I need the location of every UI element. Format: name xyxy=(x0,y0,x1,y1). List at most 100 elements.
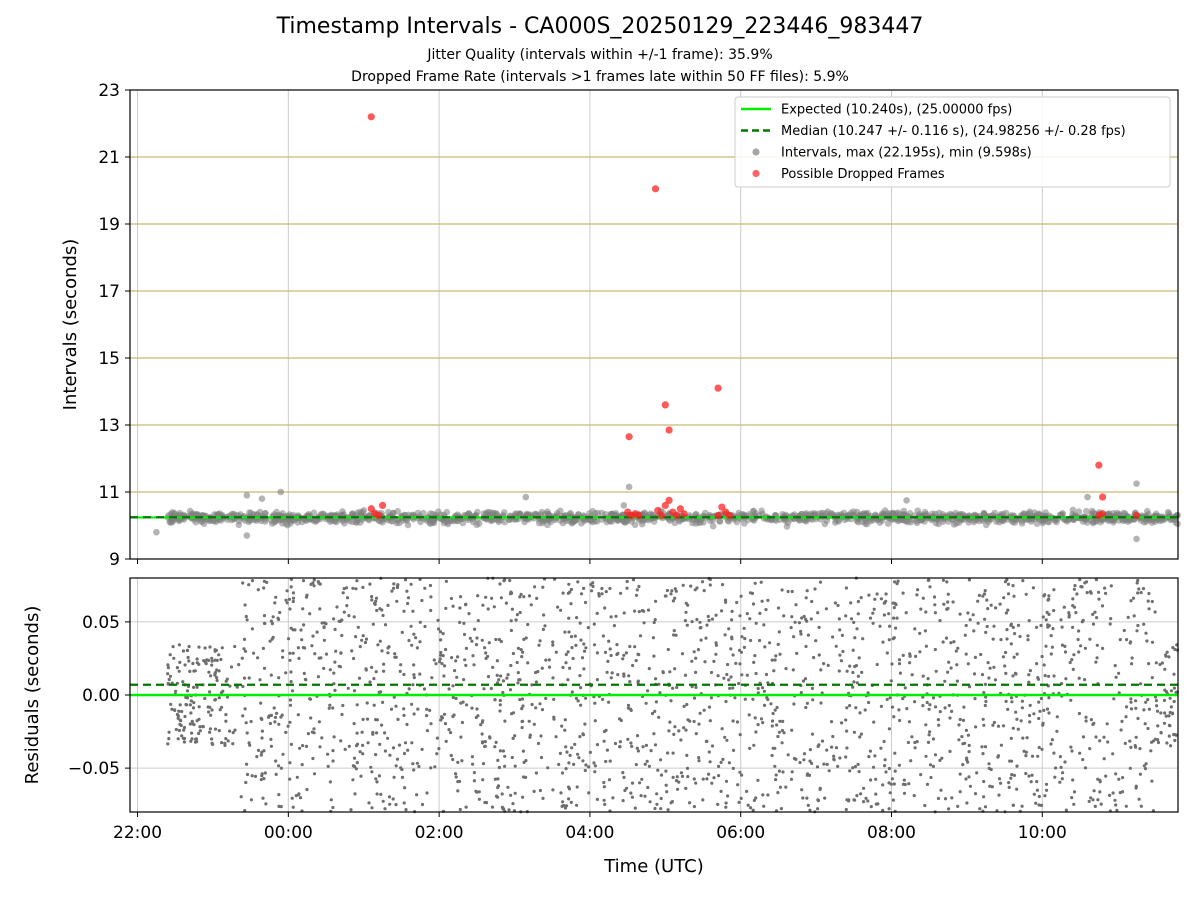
residual-point xyxy=(943,706,947,710)
residual-point xyxy=(361,752,365,756)
residual-point xyxy=(851,766,855,770)
residual-point xyxy=(449,596,453,601)
residual-point xyxy=(882,739,886,744)
residual-point xyxy=(520,726,524,730)
residual-point xyxy=(864,796,868,800)
residual-point xyxy=(770,719,775,723)
residual-point xyxy=(576,699,580,703)
chart-subtitle-jitter: Jitter Quality (intervals within +/-1 fr… xyxy=(427,47,773,63)
residual-point xyxy=(521,650,525,654)
residual-point xyxy=(567,761,571,765)
residual-point xyxy=(269,744,273,748)
intervals-y-tick-label: 23 xyxy=(98,81,120,101)
residual-point xyxy=(183,663,187,667)
residual-point xyxy=(780,728,785,733)
residual-point xyxy=(1153,737,1157,741)
residual-point xyxy=(656,768,660,772)
residual-point xyxy=(949,641,953,645)
residual-point xyxy=(178,660,182,665)
residual-point xyxy=(456,789,460,793)
residual-point xyxy=(375,780,379,784)
residual-point xyxy=(565,750,569,754)
interval-point xyxy=(1133,535,1140,543)
residual-point xyxy=(509,619,513,623)
residual-point xyxy=(595,678,600,682)
residual-point xyxy=(749,638,753,643)
residual-point xyxy=(1052,751,1056,755)
residual-point xyxy=(579,592,584,596)
residual-point xyxy=(906,740,911,745)
residual-point xyxy=(1052,588,1056,592)
residual-point xyxy=(881,783,885,787)
residual-point xyxy=(923,629,928,633)
residual-point xyxy=(1114,772,1118,776)
residual-point xyxy=(248,743,252,747)
residual-point xyxy=(1035,780,1039,784)
residual-point xyxy=(224,719,228,723)
intervals-axes-frame xyxy=(129,89,1179,560)
residual-point xyxy=(676,787,680,791)
residual-point xyxy=(885,697,889,702)
residual-point xyxy=(182,725,187,730)
residual-point xyxy=(1089,718,1093,722)
residual-point xyxy=(370,770,374,774)
residual-point xyxy=(438,657,442,661)
residual-point xyxy=(1154,661,1158,665)
residual-point xyxy=(1147,707,1151,711)
residual-point xyxy=(868,749,873,753)
residual-point xyxy=(948,716,952,720)
residual-point xyxy=(574,643,578,648)
residual-point xyxy=(281,655,285,659)
residual-point xyxy=(313,652,317,656)
residual-point xyxy=(752,743,756,747)
interval-point xyxy=(414,509,422,517)
residual-point xyxy=(919,773,923,777)
residual-point xyxy=(383,623,388,627)
residual-point xyxy=(418,577,422,582)
residual-point xyxy=(927,578,931,582)
residual-point xyxy=(456,780,460,784)
residual-point xyxy=(302,671,306,676)
residual-point xyxy=(249,798,253,802)
residual-point xyxy=(1037,745,1041,750)
residual-point xyxy=(697,756,701,760)
residual-point xyxy=(852,798,856,802)
residual-point xyxy=(1160,661,1164,665)
interval-point xyxy=(628,518,635,525)
residual-point xyxy=(1061,771,1065,775)
residual-point xyxy=(429,722,433,726)
residual-point xyxy=(444,606,448,611)
residual-point xyxy=(742,626,746,631)
residual-point xyxy=(889,679,893,683)
residual-point xyxy=(311,756,315,761)
residual-point xyxy=(672,629,676,633)
residual-point xyxy=(838,628,842,632)
residual-point xyxy=(618,740,623,744)
residual-point xyxy=(493,745,497,749)
residual-point xyxy=(1139,682,1143,686)
residual-point xyxy=(387,795,392,799)
residual-point xyxy=(579,703,583,707)
residual-point xyxy=(990,785,994,789)
residual-point xyxy=(1009,736,1013,741)
residual-point xyxy=(1134,706,1138,710)
residual-point xyxy=(735,720,740,724)
residual-point xyxy=(698,620,702,624)
residual-point xyxy=(1072,587,1076,591)
residual-point xyxy=(506,785,510,789)
x-tick-label: 02:00 xyxy=(415,823,464,843)
residual-point xyxy=(1074,611,1078,615)
residual-point xyxy=(1134,735,1138,739)
residual-point xyxy=(242,637,247,642)
residual-point xyxy=(1104,774,1108,778)
residual-point xyxy=(705,777,709,781)
residual-point xyxy=(731,686,735,690)
dropped-frame-point xyxy=(1095,461,1103,469)
residual-point xyxy=(627,674,631,678)
residual-point xyxy=(825,748,829,752)
residual-point xyxy=(666,751,670,755)
residual-point xyxy=(476,594,480,598)
residual-point xyxy=(552,715,556,719)
residual-point xyxy=(708,760,712,764)
residual-point xyxy=(714,613,718,617)
